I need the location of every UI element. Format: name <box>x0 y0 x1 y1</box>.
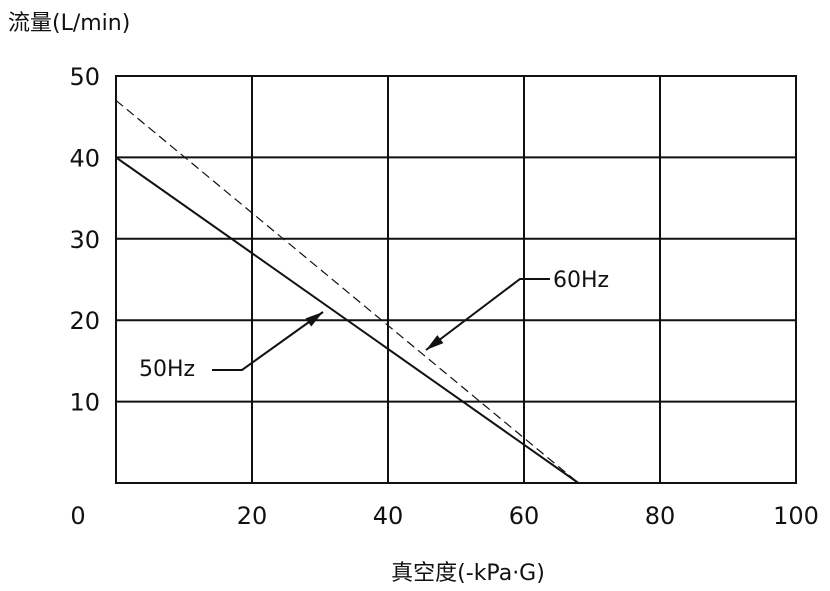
series-line-60hz <box>115 99 579 484</box>
series-lines <box>115 99 579 484</box>
tick-labels: 0 20 40 60 80 100 10 20 30 40 50 <box>69 63 818 530</box>
x-axis-label: 真空度(-kPa·G) <box>391 561 545 586</box>
y-tick-label: 50 <box>69 63 100 91</box>
series-label-60hz: 60Hz <box>553 268 609 293</box>
y-tick-label: 30 <box>69 226 100 254</box>
y-tick-label: 40 <box>69 144 100 172</box>
x-tick-label: 100 <box>773 502 819 530</box>
plot-frame <box>115 75 797 484</box>
y-tick-label: 20 <box>69 307 100 335</box>
series-line-50hz <box>115 156 579 484</box>
x-tick-label: 0 <box>70 502 85 530</box>
series-annotations: 50Hz 60Hz <box>139 268 609 382</box>
y-axis-label: 流量(L/min) <box>8 11 130 36</box>
x-tick-label: 40 <box>373 502 404 530</box>
leader-line-50hz <box>212 311 324 371</box>
arrow-head-60hz <box>426 335 444 350</box>
grid <box>115 75 797 484</box>
series-label-50hz: 50Hz <box>139 357 195 382</box>
arrow-head-50hz <box>305 312 323 327</box>
x-tick-label: 60 <box>509 502 540 530</box>
x-tick-label: 80 <box>645 502 676 530</box>
x-tick-label: 20 <box>237 502 268 530</box>
y-tick-label: 10 <box>69 389 100 417</box>
leader-line-60hz <box>425 278 550 351</box>
